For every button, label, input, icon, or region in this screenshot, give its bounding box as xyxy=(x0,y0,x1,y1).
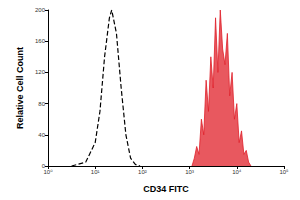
svg-text:10³: 10³ xyxy=(185,169,194,175)
svg-text:10⁰: 10⁰ xyxy=(43,169,53,175)
svg-text:80: 80 xyxy=(38,101,45,107)
svg-text:10⁵: 10⁵ xyxy=(279,169,289,175)
svg-text:10¹: 10¹ xyxy=(91,169,100,175)
svg-text:200: 200 xyxy=(35,7,46,13)
svg-text:160: 160 xyxy=(35,38,46,44)
svg-text:10⁴: 10⁴ xyxy=(232,169,242,175)
svg-text:40: 40 xyxy=(38,132,45,138)
svg-text:Relative Cell Count: Relative Cell Count xyxy=(15,47,25,129)
svg-text:0: 0 xyxy=(41,163,45,169)
svg-text:120: 120 xyxy=(35,69,46,75)
svg-text:10²: 10² xyxy=(138,169,147,175)
svg-text:CD34 FITC: CD34 FITC xyxy=(143,184,189,194)
